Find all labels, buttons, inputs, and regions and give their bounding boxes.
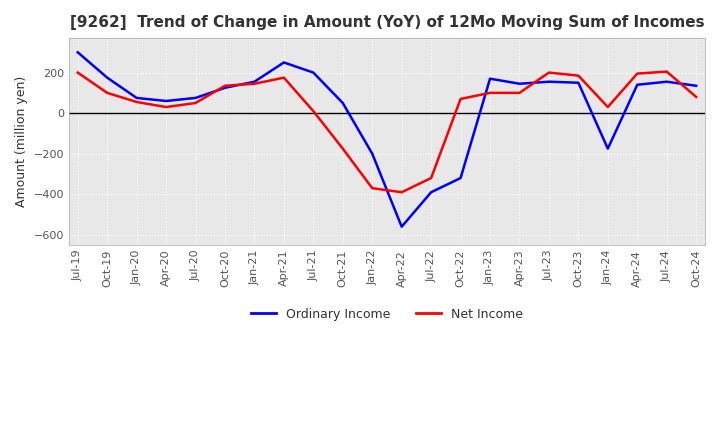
Net Income [220, 83, 229, 88]
Net Income [250, 81, 258, 86]
Ordinary Income [515, 81, 523, 86]
Ordinary Income [603, 146, 612, 151]
Line: Net Income: Net Income [78, 72, 696, 192]
Net Income [309, 109, 318, 114]
Net Income [456, 96, 465, 102]
Ordinary Income [192, 95, 200, 101]
Ordinary Income [309, 70, 318, 75]
Net Income [427, 176, 436, 181]
Net Income [662, 69, 671, 74]
Ordinary Income [544, 79, 553, 84]
Title: [9262]  Trend of Change in Amount (YoY) of 12Mo Moving Sum of Incomes: [9262] Trend of Change in Amount (YoY) o… [70, 15, 704, 30]
Net Income [132, 99, 141, 105]
Ordinary Income [486, 76, 495, 81]
Net Income [544, 70, 553, 75]
Ordinary Income [397, 224, 406, 229]
Ordinary Income [692, 83, 701, 88]
Net Income [338, 146, 347, 151]
Net Income [73, 70, 82, 75]
Net Income [162, 104, 171, 110]
Ordinary Income [220, 85, 229, 91]
Y-axis label: Amount (million yen): Amount (million yen) [15, 76, 28, 207]
Ordinary Income [103, 75, 112, 80]
Net Income [574, 73, 582, 78]
Ordinary Income [368, 151, 377, 156]
Net Income [603, 104, 612, 110]
Line: Ordinary Income: Ordinary Income [78, 52, 696, 227]
Net Income [397, 190, 406, 195]
Ordinary Income [633, 82, 642, 88]
Ordinary Income [456, 176, 465, 181]
Net Income [192, 100, 200, 106]
Ordinary Income [132, 95, 141, 101]
Net Income [486, 90, 495, 95]
Ordinary Income [427, 190, 436, 195]
Ordinary Income [162, 98, 171, 103]
Ordinary Income [73, 50, 82, 55]
Ordinary Income [574, 80, 582, 85]
Net Income [633, 71, 642, 76]
Net Income [279, 75, 288, 80]
Net Income [515, 90, 523, 95]
Ordinary Income [662, 79, 671, 84]
Net Income [692, 94, 701, 99]
Ordinary Income [279, 60, 288, 65]
Ordinary Income [250, 79, 258, 84]
Net Income [103, 90, 112, 95]
Legend: Ordinary Income, Net Income: Ordinary Income, Net Income [246, 303, 528, 326]
Net Income [368, 186, 377, 191]
Ordinary Income [338, 100, 347, 106]
